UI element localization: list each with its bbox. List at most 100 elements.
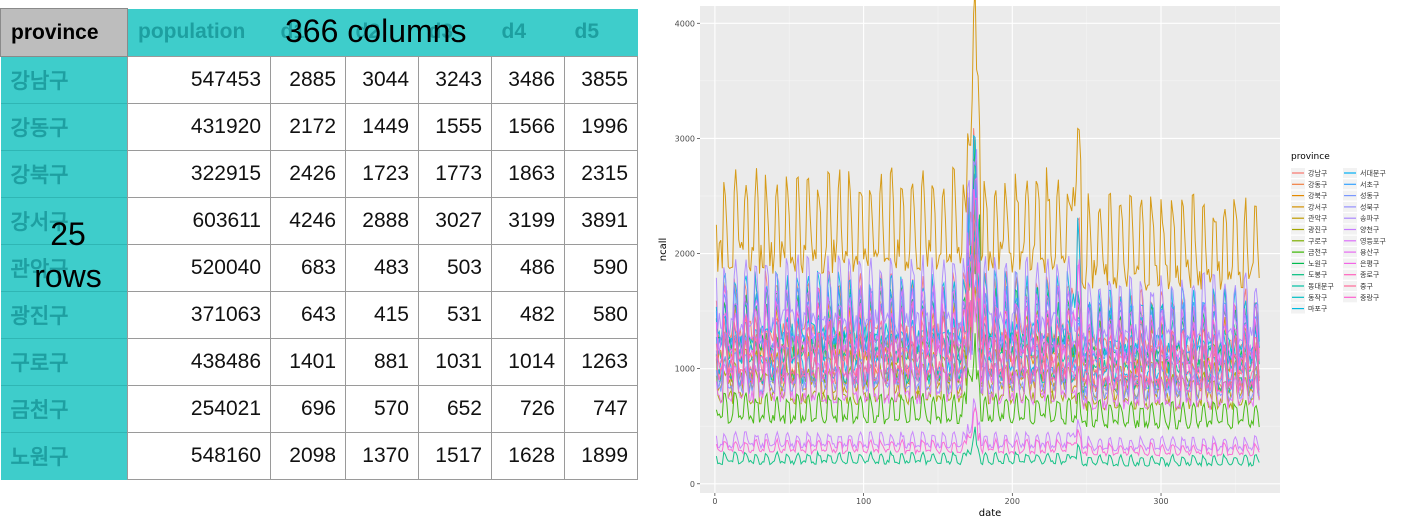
table-cell: 3199 xyxy=(491,197,565,245)
row-province: 관악구 xyxy=(0,244,128,292)
table-cell: 881 xyxy=(345,338,419,386)
y-tick-label: 2000 xyxy=(675,250,695,259)
table-cell: 2315 xyxy=(564,150,638,198)
row-province: 강남구 xyxy=(0,56,128,104)
legend-label: 금천구 xyxy=(1308,248,1328,257)
table-cell: 2885 xyxy=(270,56,346,104)
legend-label: 중구 xyxy=(1360,283,1373,291)
legend-label: 동작구 xyxy=(1308,293,1328,302)
series-line-13 xyxy=(715,134,1260,357)
table-cell: 503 xyxy=(418,244,492,292)
table-row: 강남구 547453 2885 3044 3243 3486 3855 xyxy=(0,56,638,104)
legend-label: 성동구 xyxy=(1360,191,1380,200)
series-line-25 xyxy=(715,406,1260,457)
y-tick-label: 3000 xyxy=(675,134,695,143)
x-tick-label: 0 xyxy=(712,497,717,506)
corner-header: province xyxy=(0,8,128,57)
data-table: province population d1 d2 d3 d4 d5 강남구 54… xyxy=(0,8,638,480)
plot-panel xyxy=(700,6,1280,493)
table-cell: 1723 xyxy=(345,150,419,198)
table-cell: 1517 xyxy=(418,432,492,480)
column-header: d1 xyxy=(270,8,346,57)
row-province: 구로구 xyxy=(0,338,128,386)
series-line-16 xyxy=(715,274,1260,403)
table-cell: 1449 xyxy=(345,103,419,151)
table-cell: 431920 xyxy=(127,103,271,151)
table-cell: 1031 xyxy=(418,338,492,386)
table-row: 관악구 520040 683 483 503 486 590 xyxy=(0,244,638,292)
line-chart: 0 1000 2000 3000 4000 0 100 200 300 date ncall p… xyxy=(658,0,1386,519)
series-line-18 xyxy=(715,149,1260,347)
legend-label: 은평구 xyxy=(1360,259,1380,268)
rows-annotation-word: rows xyxy=(34,258,102,294)
x-tick-label: 300 xyxy=(1153,497,1168,506)
series-line-24 xyxy=(715,214,1260,384)
legend-label: 용산구 xyxy=(1360,248,1380,257)
table-cell: 1996 xyxy=(564,103,638,151)
rows-annotation-count: 25 xyxy=(50,216,86,252)
table-cell: 580 xyxy=(564,291,638,339)
table-cell: 643 xyxy=(270,291,346,339)
table-cell: 254021 xyxy=(127,385,271,433)
table-cell: 2888 xyxy=(345,197,419,245)
series-line-4 xyxy=(715,0,1260,291)
table-cell: 531 xyxy=(418,291,492,339)
table-cell: 520040 xyxy=(127,244,271,292)
legend-label: 종로구 xyxy=(1360,271,1380,279)
table-cell: 1863 xyxy=(491,150,565,198)
rows-annotation: 25 rows xyxy=(18,213,118,297)
table-cell: 438486 xyxy=(127,338,271,386)
table-cell: 603611 xyxy=(127,197,271,245)
table-cell: 747 xyxy=(564,385,638,433)
row-province: 강서구 xyxy=(0,197,128,245)
column-header: population xyxy=(127,8,271,57)
x-tick-label: 100 xyxy=(856,497,871,506)
column-header: d3 xyxy=(418,8,492,57)
table-row: 노원구 548160 2098 1370 1517 1628 1899 xyxy=(0,432,638,480)
legend-label: 강북구 xyxy=(1308,191,1328,200)
series-line-19 xyxy=(715,398,1260,453)
row-province: 노원구 xyxy=(0,432,128,480)
legend-label: 동대문구 xyxy=(1308,283,1334,291)
table-cell: 1014 xyxy=(491,338,565,386)
table-row: 광진구 371063 643 415 531 482 580 xyxy=(0,291,638,339)
legend-label: 중랑구 xyxy=(1360,294,1380,302)
y-tick-label: 0 xyxy=(690,480,695,489)
table-cell: 726 xyxy=(491,385,565,433)
y-axis-label: ncall xyxy=(658,238,669,262)
column-header: d4 xyxy=(491,8,565,57)
table-cell: 2098 xyxy=(270,432,346,480)
table-cell: 4246 xyxy=(270,197,346,245)
legend-label: 서초구 xyxy=(1360,180,1380,189)
legend: province 강남구강동구강북구강서구관악구광진구구로구금천구노원구도봉구동… xyxy=(1291,152,1386,314)
table-cell: 683 xyxy=(270,244,346,292)
table-cell: 1899 xyxy=(564,432,638,480)
legend-label: 강동구 xyxy=(1308,180,1328,189)
legend-label: 도봉구 xyxy=(1308,271,1328,279)
column-header: d5 xyxy=(564,8,638,57)
table-cell: 1263 xyxy=(564,338,638,386)
legend-label: 노원구 xyxy=(1308,259,1328,268)
legend-label: 양천구 xyxy=(1360,225,1380,234)
table-cell: 696 xyxy=(270,385,346,433)
table-header-row: province population d1 d2 d3 d4 d5 xyxy=(0,8,638,57)
legend-label: 송파구 xyxy=(1360,214,1380,223)
table-row: 금천구 254021 696 570 652 726 747 xyxy=(0,385,638,433)
table-row: 강동구 431920 2172 1449 1555 1566 1996 xyxy=(0,103,638,151)
legend-label: 서대문구 xyxy=(1360,169,1386,178)
table-cell: 3027 xyxy=(418,197,492,245)
legend-label: 구로구 xyxy=(1308,237,1328,245)
series-line-8 xyxy=(715,333,1260,431)
series-line-22 xyxy=(715,189,1260,374)
row-province: 강동구 xyxy=(0,103,128,151)
table-cell: 322915 xyxy=(127,150,271,198)
legend-title: province xyxy=(1291,152,1330,162)
table-cell: 483 xyxy=(345,244,419,292)
table-cell: 3044 xyxy=(345,56,419,104)
table-cell: 3486 xyxy=(491,56,565,104)
legend-label: 관악구 xyxy=(1308,214,1328,223)
column-header: d2 xyxy=(345,8,419,57)
table-cell: 3855 xyxy=(564,56,638,104)
table-cell: 486 xyxy=(491,244,565,292)
legend-label: 성북구 xyxy=(1360,202,1380,211)
